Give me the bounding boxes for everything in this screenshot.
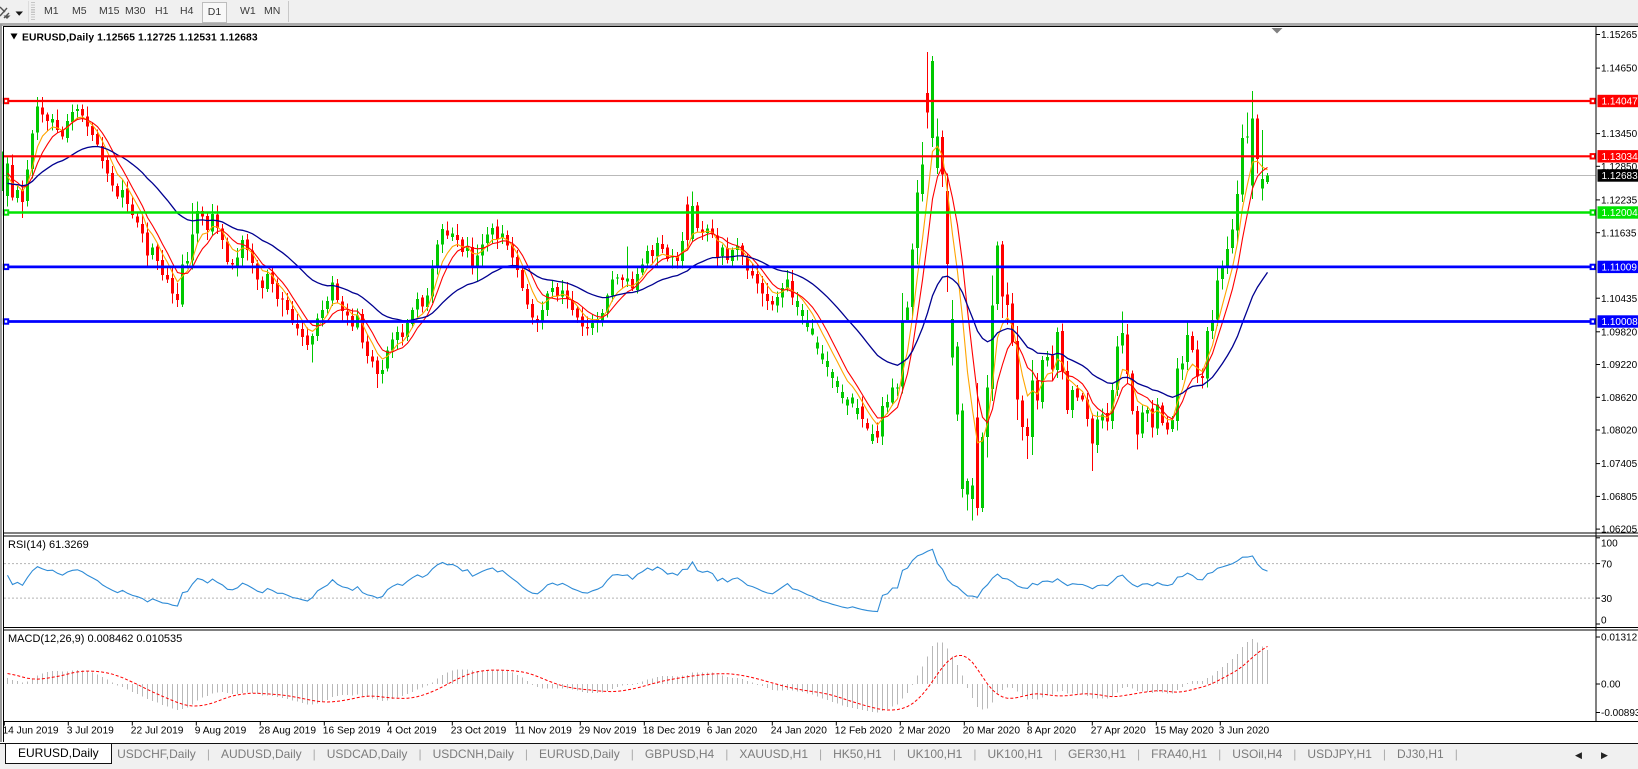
svg-text:2 Mar 2020: 2 Mar 2020 [899,726,951,737]
svg-text:12 Feb 2020: 12 Feb 2020 [835,726,893,737]
svg-text:1.08020: 1.08020 [1601,426,1638,437]
svg-text:1.13034: 1.13034 [1602,152,1638,163]
svg-text:1.08620: 1.08620 [1601,393,1638,404]
svg-text:1.12004: 1.12004 [1602,208,1638,219]
svg-text:1.12235: 1.12235 [1601,196,1638,207]
svg-text:24 Jan 2020: 24 Jan 2020 [771,726,827,737]
svg-text:100: 100 [1601,539,1618,550]
svg-text:1.15265: 1.15265 [1601,30,1638,41]
svg-text:1.11635: 1.11635 [1601,228,1637,239]
svg-text:1.10008: 1.10008 [1602,317,1638,328]
svg-text:27 Apr 2020: 27 Apr 2020 [1091,726,1146,737]
svg-text:9 Aug 2019: 9 Aug 2019 [195,726,247,737]
svg-text:15 May 2020: 15 May 2020 [1155,726,1214,737]
svg-text:0.00: 0.00 [1601,680,1621,691]
svg-text:1.13450: 1.13450 [1601,129,1638,140]
svg-text:30: 30 [1601,594,1613,605]
svg-text:11 Nov 2019: 11 Nov 2019 [515,726,572,737]
svg-text:EURUSD,Daily 1.12565 1.12725: EURUSD,Daily 1.12565 1.12725 1.12531 1.1… [22,33,258,44]
svg-text:1.14650: 1.14650 [1601,64,1638,75]
svg-text:6 Jan 2020: 6 Jan 2020 [707,726,758,737]
svg-text:3 Jun 2020: 3 Jun 2020 [1219,726,1270,737]
svg-text:4 Oct 2019: 4 Oct 2019 [387,726,437,737]
svg-text:1.06805: 1.06805 [1601,492,1638,503]
svg-text:1.06205: 1.06205 [1601,525,1638,536]
svg-text:8 Apr 2020: 8 Apr 2020 [1027,726,1077,737]
svg-text:1.12683: 1.12683 [1602,171,1638,182]
svg-text:16 Sep 2019: 16 Sep 2019 [323,726,381,737]
svg-text:14 Jun 2019: 14 Jun 2019 [3,726,59,737]
svg-text:1.10435: 1.10435 [1601,294,1638,305]
svg-text:MACD(12,26,9) 0.008462 0.01053: MACD(12,26,9) 0.008462 0.010535 [8,633,182,645]
svg-text:1.07405: 1.07405 [1601,459,1638,470]
svg-text:20 Mar 2020: 20 Mar 2020 [963,726,1021,737]
svg-text:29 Nov 2019: 29 Nov 2019 [579,726,637,737]
svg-text:0: 0 [1601,616,1607,627]
svg-text:RSI(14) 61.3269: RSI(14) 61.3269 [8,539,89,551]
svg-text:1.14047: 1.14047 [1602,97,1638,108]
svg-text:3 Jul 2019: 3 Jul 2019 [67,726,114,737]
svg-text:0.013121: 0.013121 [1601,633,1638,644]
svg-text:1.09820: 1.09820 [1601,327,1638,338]
svg-text:70: 70 [1601,560,1613,571]
svg-text:1.11009: 1.11009 [1602,263,1638,274]
svg-text:28 Aug 2019: 28 Aug 2019 [259,726,317,737]
svg-text:22 Jul 2019: 22 Jul 2019 [131,726,184,737]
svg-text:23 Oct 2019: 23 Oct 2019 [451,726,507,737]
svg-text:-0.008933: -0.008933 [1601,708,1638,719]
svg-text:1.09220: 1.09220 [1601,360,1638,371]
svg-text:18 Dec 2019: 18 Dec 2019 [643,726,701,737]
